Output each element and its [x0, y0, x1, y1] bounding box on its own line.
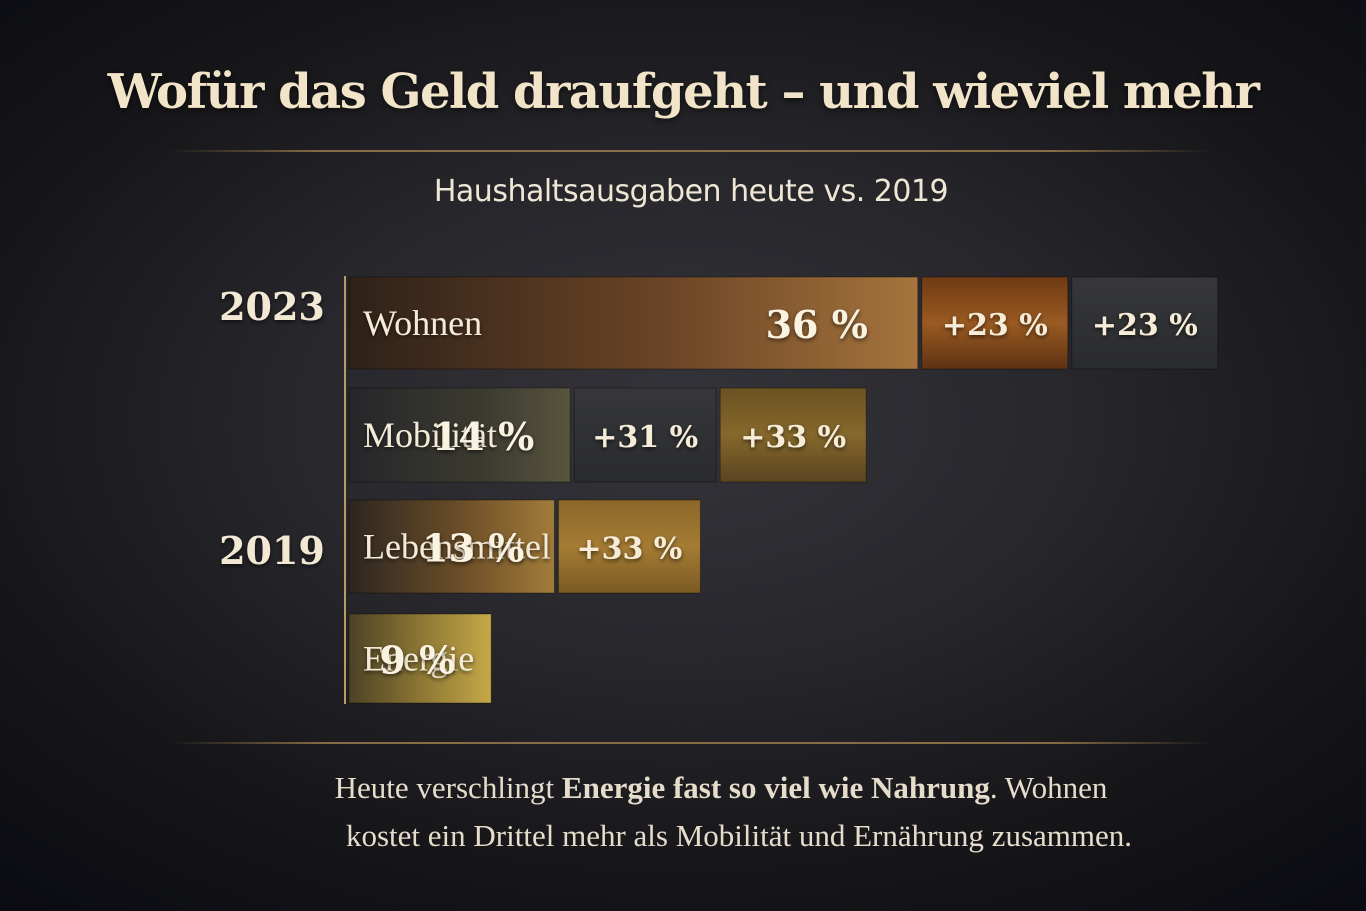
increase-label-mobilitaet-1: +31 % — [592, 420, 698, 455]
value-label-mobilitaet: 14 % — [432, 414, 534, 459]
title-divider — [170, 150, 1210, 152]
increase-label-wohnen-1: +23 % — [942, 308, 1048, 343]
bar-mobilitaet — [348, 387, 571, 483]
increase-bar-wohnen-1 — [921, 276, 1069, 370]
bar-lebensmittel — [348, 499, 555, 594]
footnote-part-4: . Wohnen — [989, 770, 1108, 805]
increase-bar-wohnen-2 — [1071, 276, 1219, 370]
category-label-energie: Energie — [363, 639, 474, 679]
increase-bar-lebensmittel-1 — [557, 499, 701, 594]
increase-label-lebensmittel-1: +33 % — [576, 532, 682, 567]
category-label-mobilitaet: Mobilität — [363, 415, 497, 455]
value-label-lebensmittel: 13 % — [422, 526, 524, 571]
increase-bar-mobilitaet-1 — [573, 387, 717, 483]
footnote-part-1: Heute verschlingt — [334, 770, 562, 805]
bar-energie — [348, 613, 492, 704]
value-label-energie: 9 % — [379, 638, 455, 683]
increase-label-mobilitaet-2: +33 % — [740, 420, 846, 455]
footnote-part-3: Nahrung — [870, 770, 990, 805]
footnote-part-2: Energie fast so viel wie — [561, 770, 871, 805]
footer-divider — [170, 742, 1210, 744]
footnote-line-1: Heute verschlingt Energie fast so viel w… — [188, 770, 1254, 806]
increase-label-wohnen-2: +23 % — [1092, 308, 1198, 343]
chart-subtitle: Haushaltsausgaben heute vs. 2019 — [433, 174, 949, 209]
category-label-lebensmittel: Lebensmittel — [363, 527, 551, 567]
bar-chart: 2023 2019 Wohnen 36 % +23 % +23 %Mobilität1… — [219, 276, 1219, 704]
year-label-2023: 2023 — [219, 284, 325, 329]
year-label-2019: 2019 — [219, 528, 325, 573]
chart-title: Wofür das Geld draufgeht – und wieviel m… — [107, 64, 1260, 120]
footnote-line-2: kostet ein Drittel mehr als Mobilität un… — [345, 818, 1133, 853]
value-label-wohnen: 36 % — [766, 302, 868, 347]
category-label-wohnen: Wohnen — [363, 303, 482, 343]
bar-wohnen — [348, 276, 919, 370]
increase-bar-mobilitaet-2 — [719, 387, 867, 483]
